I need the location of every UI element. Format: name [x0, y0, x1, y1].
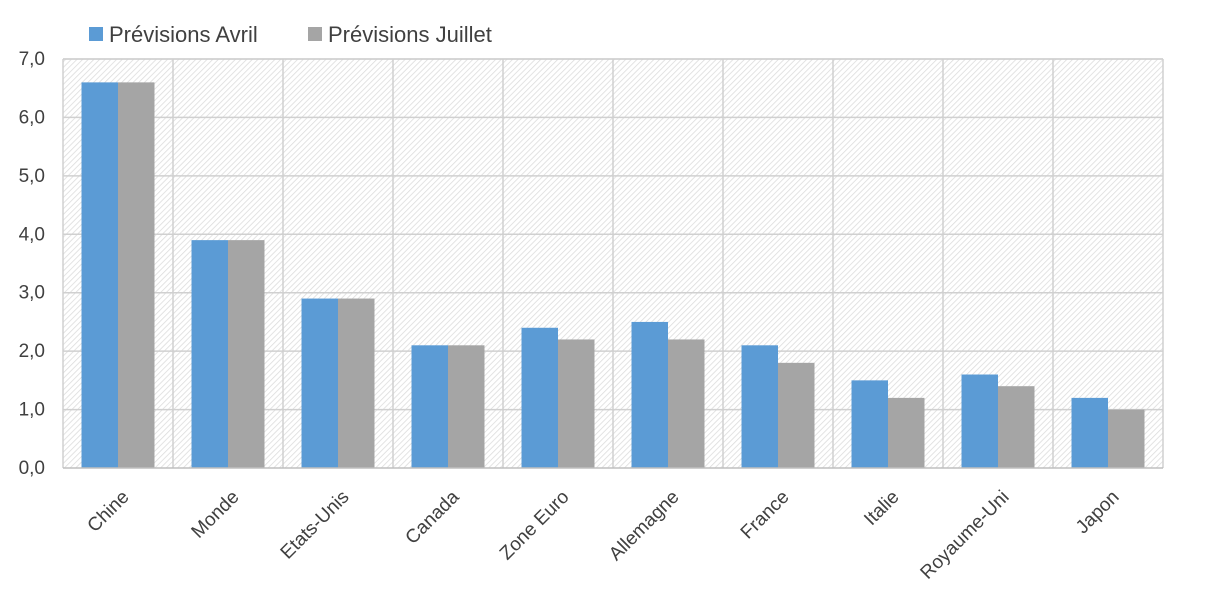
y-tick-label: 6,0: [19, 107, 45, 128]
y-tick-label: 7,0: [19, 49, 45, 70]
bar: [448, 345, 485, 468]
y-tick-label: 0,0: [19, 458, 45, 479]
y-tick-label: 2,0: [19, 341, 45, 362]
bar: [558, 339, 595, 468]
y-tick-label: 5,0: [19, 166, 45, 187]
bar: [118, 82, 155, 468]
x-tick-label: Canada: [402, 486, 464, 548]
x-tick-label: Allemagne: [605, 487, 683, 565]
legend-label: Prévisions Juillet: [328, 22, 492, 47]
bar: [1108, 409, 1145, 468]
x-tick-label: Zone Euro: [496, 487, 574, 565]
legend-label: Prévisions Avril: [109, 22, 258, 47]
bar: [81, 82, 118, 468]
bar: [741, 345, 778, 468]
bar: [888, 397, 925, 468]
bar: [521, 327, 558, 468]
bar: [228, 240, 265, 468]
bar: [1071, 397, 1108, 468]
y-tick-label: 4,0: [19, 224, 45, 245]
x-tick-label: Monde: [188, 487, 244, 543]
bar: [998, 386, 1035, 468]
bar: [301, 298, 338, 468]
y-axis: 0,0 1,0 2,0 3,0 4,0 5,0 6,0 7,0: [19, 49, 45, 479]
x-tick-label: Italie: [860, 487, 903, 530]
bar: [961, 374, 998, 468]
x-axis: Chine Monde Etats-Unis Canada Zone Euro Allem…: [63, 467, 1163, 584]
x-tick-label: Etats-Unis: [277, 487, 354, 564]
bar: [851, 380, 888, 468]
bar: [411, 345, 448, 468]
legend-swatch: [308, 27, 322, 41]
y-tick-label: 1,0: [19, 400, 45, 421]
x-tick-label: Japon: [1072, 487, 1123, 538]
bar: [338, 298, 375, 468]
bar: [191, 240, 228, 468]
x-tick-label: France: [737, 487, 794, 544]
legend-swatch: [89, 27, 103, 41]
bar: [668, 339, 705, 468]
legend: Prévisions Avril Prévisions Juillet: [89, 22, 492, 47]
bar: [631, 321, 668, 468]
bars: [81, 82, 1145, 468]
y-tick-label: 3,0: [19, 283, 45, 304]
x-tick-label: Chine: [84, 487, 134, 537]
bar: [778, 362, 815, 468]
x-tick-label: Royaume-Uni: [917, 487, 1014, 584]
